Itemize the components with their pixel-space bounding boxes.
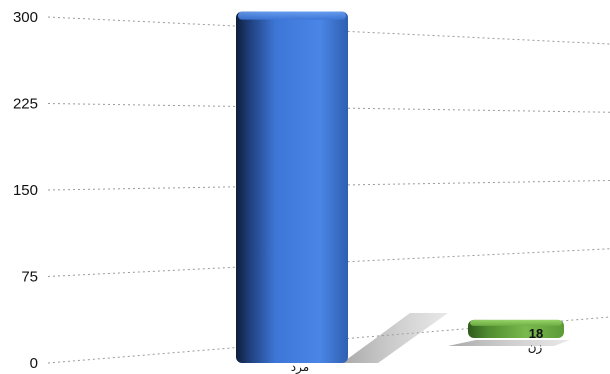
y-tick-label: 75	[21, 269, 38, 286]
x-axis-tick-labels: مرد زن	[291, 340, 543, 374]
y-tick-label: 300	[13, 9, 38, 26]
bar-top-1	[470, 319, 562, 326]
bar-shadow	[342, 313, 448, 363]
y-tick-label: 0	[30, 355, 38, 372]
y-tick-label: 150	[13, 182, 38, 199]
y-tick-label: 225	[13, 96, 38, 113]
data-label: 272	[294, 0, 316, 1]
data-labels: 272 18	[294, 0, 543, 341]
bars	[236, 11, 570, 364]
bar-shadow	[448, 340, 570, 346]
bar-top-0	[238, 11, 346, 20]
y-axis-tick-labels: 0 75 150 225 300	[13, 9, 38, 372]
x-tick-label: مرد	[291, 360, 309, 374]
data-label: 18	[529, 326, 543, 341]
bar-0	[236, 11, 348, 364]
x-tick-label: زن	[528, 340, 543, 355]
